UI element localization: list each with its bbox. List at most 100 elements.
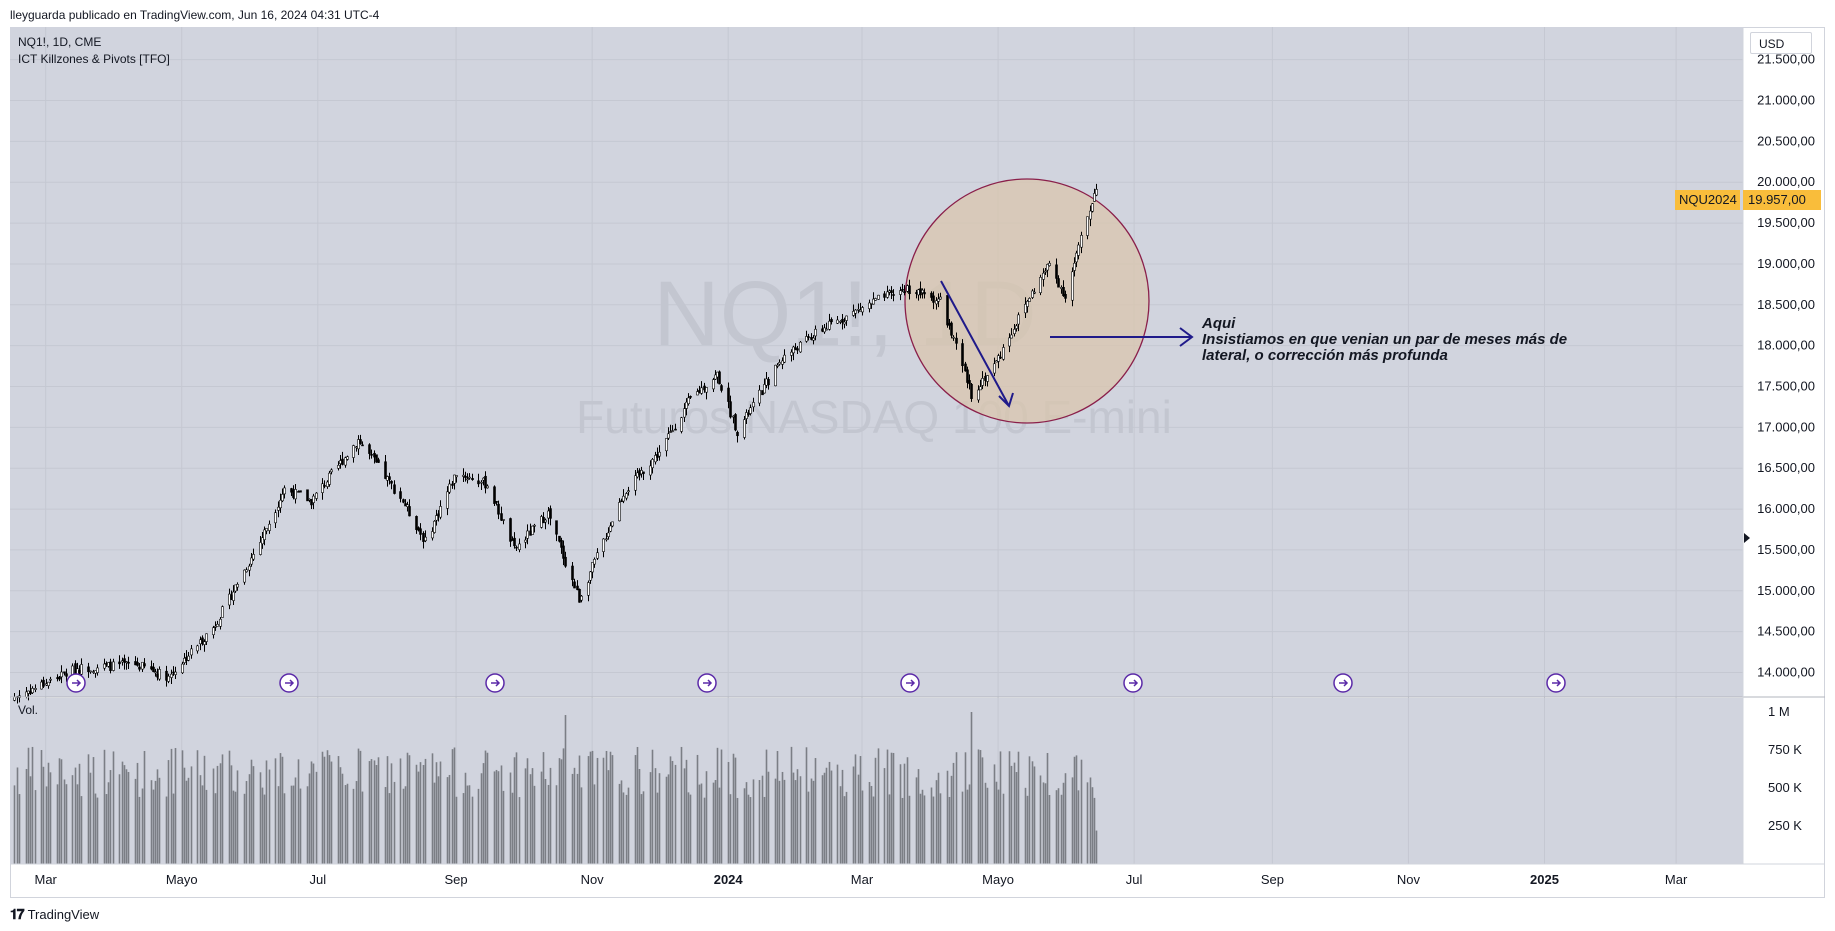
volume-bar [484,750,487,864]
volume-bar [571,773,574,864]
candle-body [306,489,309,502]
volume-bar [640,794,643,864]
candle-body [294,489,297,500]
candle-body [337,465,340,469]
volume-bar [705,771,708,864]
price-axis: 21.500,00 21.000,00 20.500,00 20.000,00 19.5… [1757,52,1815,680]
annotation-body: Insistiamos en que venian un par de mese… [1202,331,1568,364]
candle-body [964,363,967,372]
legend-indicator[interactable]: ICT Killzones & Pivots [TFO] [18,52,170,66]
volume-bar [78,763,81,864]
volume-bar [433,782,436,864]
currency-button[interactable]: USD [1750,32,1812,54]
tradingview-logo-icon[interactable]: 𝟏𝟕 [10,906,25,922]
volume-bar [337,756,340,864]
volume-bar [852,766,855,864]
candle-body [466,478,469,481]
volume-bar [201,785,204,864]
volume-tick-label: 1 M [1768,704,1790,719]
candle-body [999,356,1002,359]
volume-bar [234,791,237,864]
volume-bar [250,759,253,864]
volume-bar [344,785,347,864]
volume-bar [665,776,668,864]
volume-bar [899,764,902,864]
time-tick-label: Mar [34,872,57,887]
volume-bar [607,770,610,864]
volume-bar [377,757,380,864]
footer[interactable]: 𝟏𝟕 TradingView [10,906,99,923]
volume-bar [984,782,987,864]
volume-bar [310,761,313,864]
volume-bar [649,772,652,864]
event-arrow-icon [1339,679,1349,687]
volume-bar [1024,787,1027,864]
volume-bar [203,755,206,864]
volume-bar [1060,794,1063,864]
volume-bar [843,796,846,864]
volume-legend[interactable]: Vol. [18,703,39,717]
legend-symbol[interactable]: NQ1!, 1D, CME [18,35,102,49]
volume-bar [359,750,362,864]
chart-legend[interactable]: NQ1!, 1D, CME ICT Killzones & Pivots [TF… [18,34,170,68]
candle-body [997,355,1000,362]
candle-body [792,346,795,354]
candle-body [1024,303,1027,314]
candle-body [796,348,799,351]
candle-body [277,506,280,511]
candle-body [700,387,703,394]
volume-bar [328,755,331,864]
candle-body [1086,216,1089,236]
volume-bar [76,784,79,864]
volume-bar [424,758,427,864]
candle-body [1060,287,1063,289]
volume-bar [794,780,797,864]
volume-bar [981,757,984,864]
volume-bar [886,749,889,864]
candle-body [31,688,34,694]
candle-body [42,679,45,687]
candle-body [890,290,893,293]
price-tick-label: 21.500,00 [1757,52,1815,67]
price-tick-label: 16.000,00 [1757,501,1815,516]
volume-bar [138,796,141,864]
volume-bar [763,796,766,864]
candle-body [123,658,126,663]
volume-bar [315,771,318,864]
volume-bar [812,780,815,864]
volume-bar [765,749,768,864]
volume-bar [1046,752,1049,864]
candle-body [576,585,579,591]
candle-body [533,524,536,527]
candle-body [634,475,637,491]
volume-bar [502,790,505,864]
volume-bar [776,751,779,864]
candle-body [274,512,277,524]
candle-body [979,386,982,391]
candle-body [170,673,173,678]
volume-bar [40,750,43,864]
volume-bar [384,787,387,864]
volume-bar [1091,787,1094,864]
volume-bar [714,780,717,864]
candle-body [105,663,108,665]
price-tick-label: 17.500,00 [1757,379,1815,394]
volume-bar [1013,762,1016,864]
time-tick-label: Nov [1397,872,1421,887]
symbol-price-tag: NQU2024 [1675,190,1740,210]
candle-body [451,483,454,486]
volume-bar [836,764,839,864]
candle-body [203,641,206,645]
volume-bar [47,762,50,864]
volume-bar [1093,797,1096,864]
footer-brand[interactable]: TradingView [27,907,100,922]
volume-bar [279,753,282,864]
volume-bar [13,785,16,864]
volume-bar [526,758,529,864]
price-tick-label: 21.000,00 [1757,93,1815,108]
volume-bar [861,790,864,864]
candle-body [1046,264,1049,271]
annotation-text[interactable]: Aqui Insistiamos en que venian un par de… [1202,316,1567,364]
candle-body [747,413,750,415]
